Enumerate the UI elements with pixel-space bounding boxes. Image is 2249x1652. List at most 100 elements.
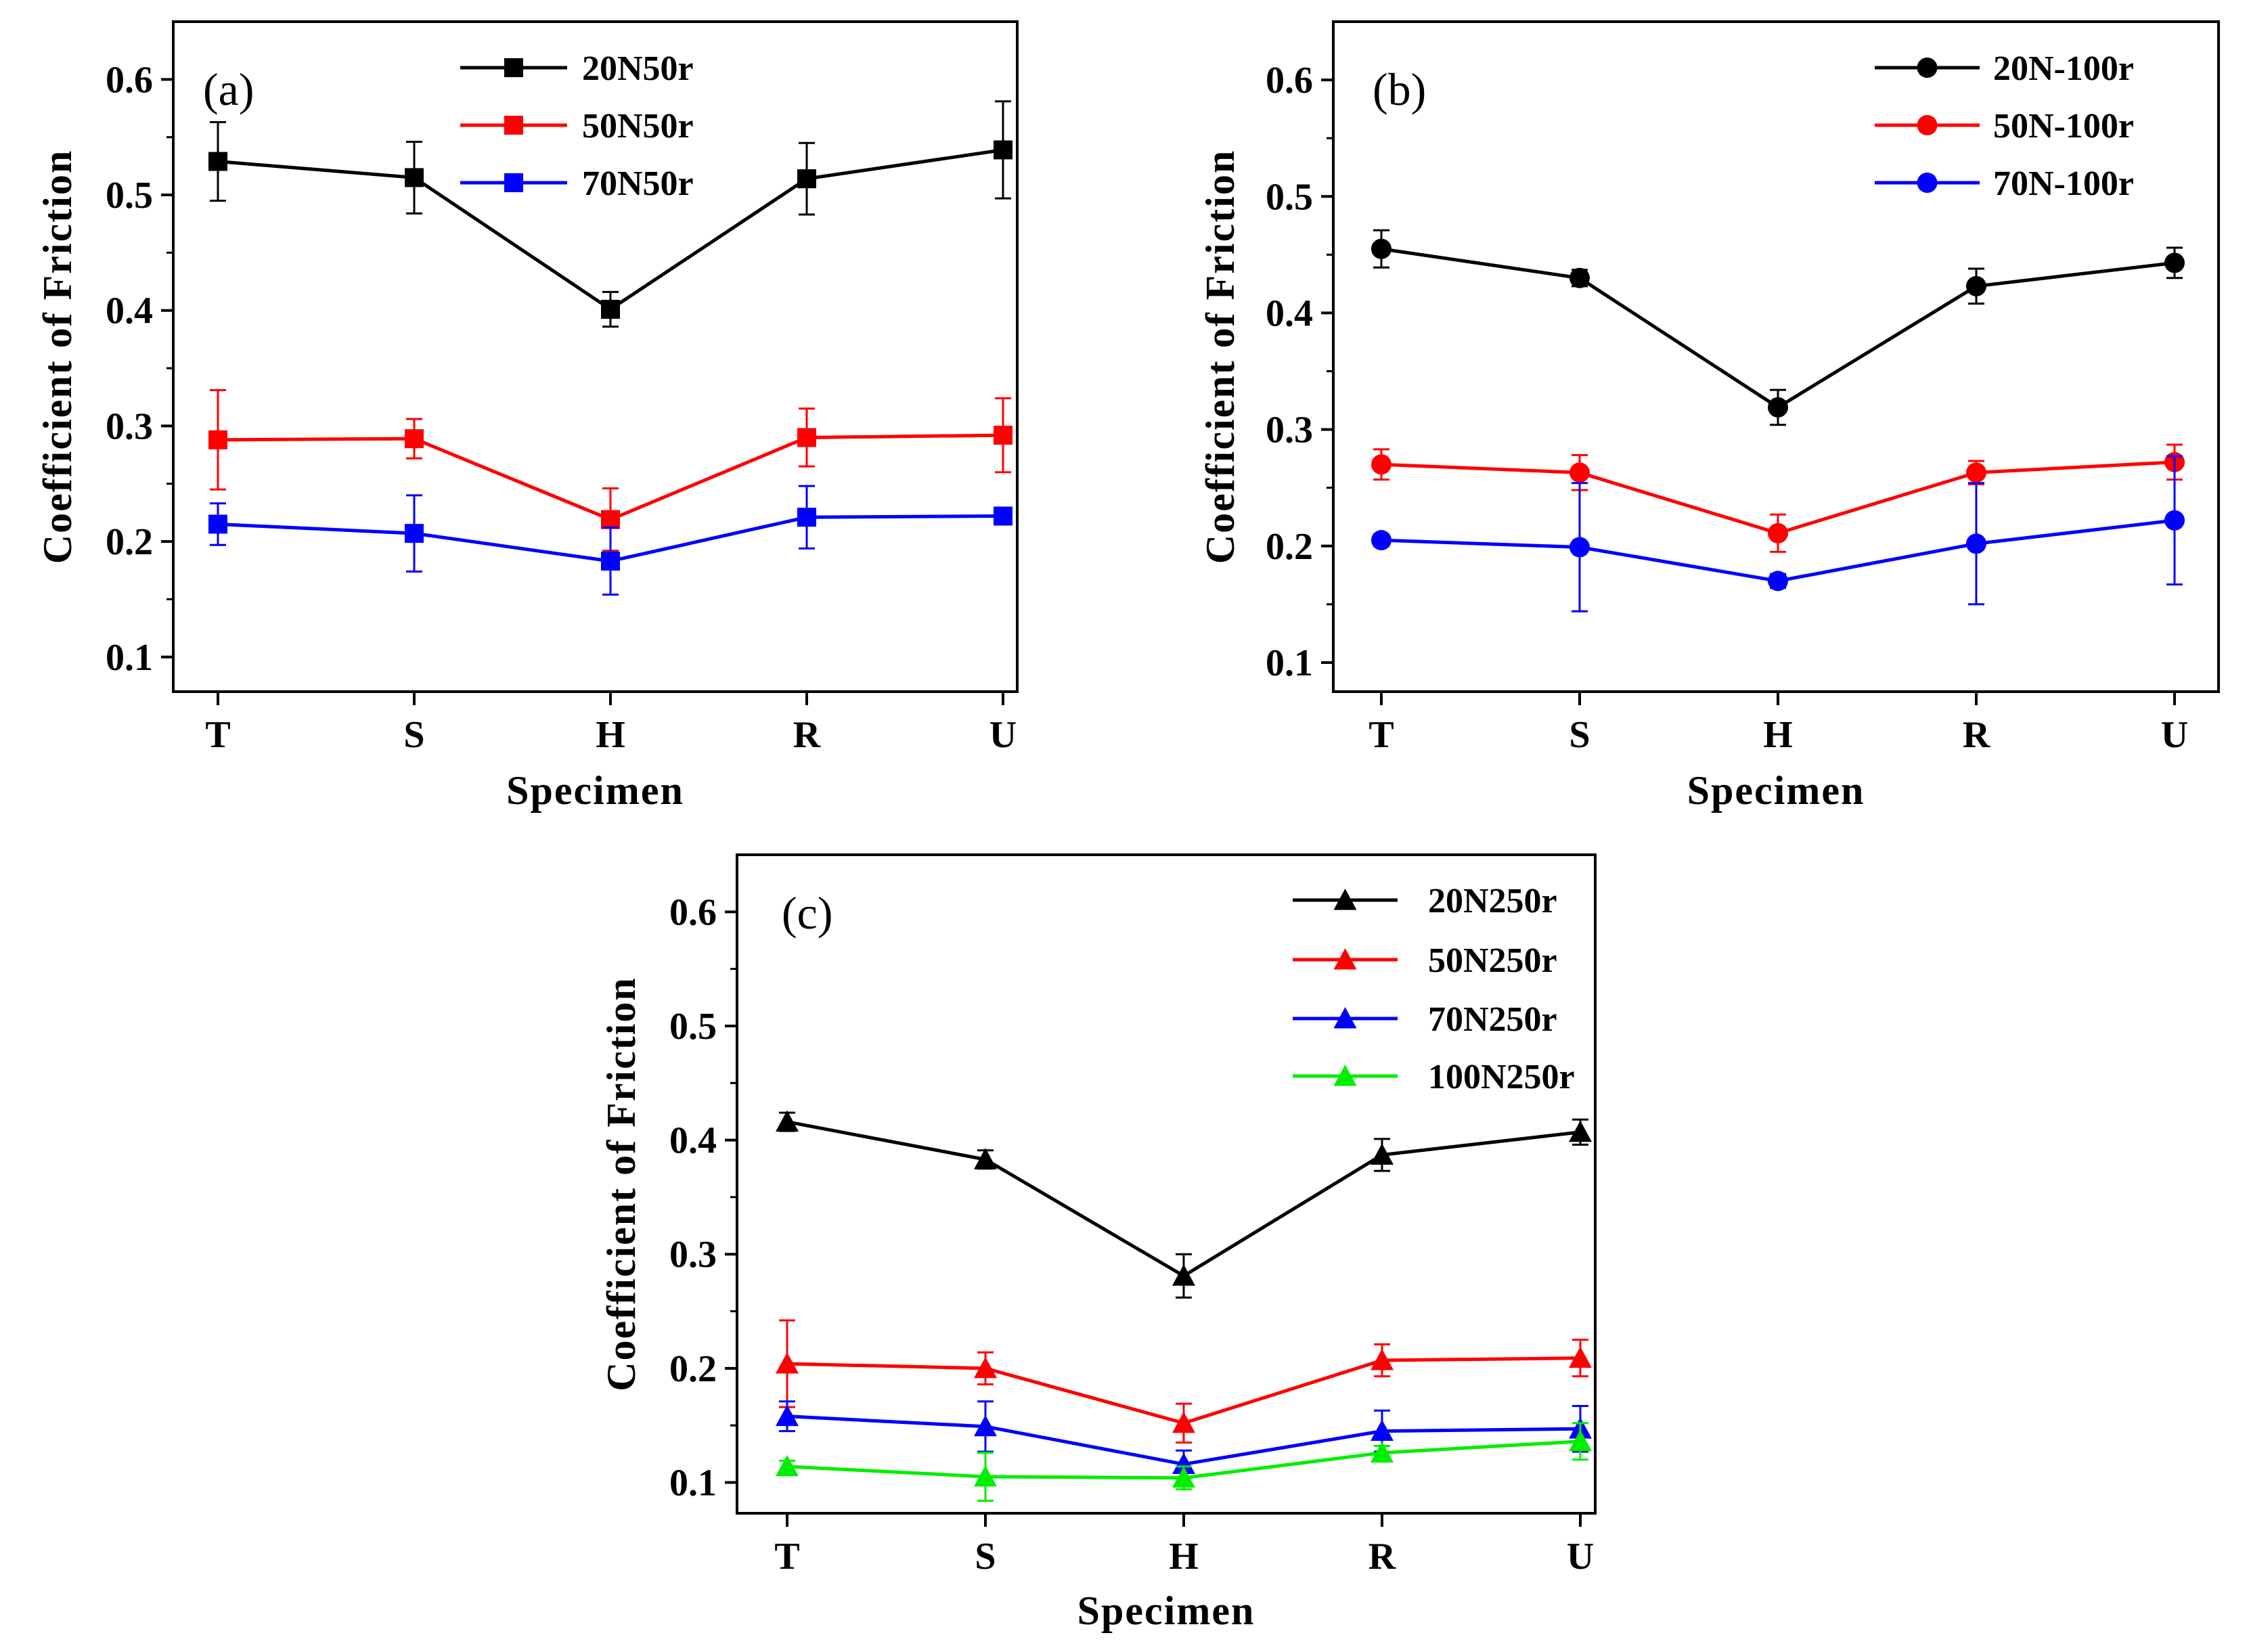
series-100N250r bbox=[776, 1422, 1592, 1502]
x-tick-label: T bbox=[1368, 714, 1394, 756]
data-point bbox=[1371, 238, 1391, 259]
series-line bbox=[1381, 247, 2175, 409]
data-point bbox=[1966, 533, 1986, 554]
data-point bbox=[1569, 1429, 1592, 1452]
data-point bbox=[601, 300, 620, 319]
data-point bbox=[208, 514, 227, 534]
x-tick-label: U bbox=[989, 714, 1017, 756]
data-point bbox=[1371, 530, 1391, 551]
legend-label: 50N250r bbox=[1428, 941, 1557, 980]
x-tick-label: T bbox=[205, 714, 230, 756]
y-tick-label: 0.6 bbox=[106, 59, 153, 101]
series-70N50r bbox=[208, 485, 1012, 596]
x-tick-label: U bbox=[1567, 1536, 1594, 1578]
x-tick-label: T bbox=[774, 1536, 799, 1578]
x-tick-label: S bbox=[1569, 714, 1590, 756]
y-tick-label: 0.4 bbox=[669, 1120, 717, 1162]
data-point bbox=[974, 1148, 997, 1169]
y-tick-label: 0.4 bbox=[1266, 292, 1313, 334]
data-point bbox=[1172, 1411, 1195, 1433]
data-point bbox=[776, 1454, 799, 1477]
panel-label: (c) bbox=[782, 887, 832, 939]
data-point bbox=[974, 1465, 997, 1487]
legend-label: 70N-100r bbox=[1993, 164, 2134, 203]
legend-swatch-marker bbox=[1333, 1065, 1357, 1086]
legend-swatch-marker bbox=[504, 173, 523, 192]
data-point bbox=[405, 429, 424, 449]
legend-swatch-marker bbox=[504, 116, 523, 135]
data-point bbox=[405, 168, 424, 187]
data-point bbox=[994, 426, 1012, 445]
data-point bbox=[1371, 454, 1391, 475]
data-point bbox=[1172, 1466, 1195, 1488]
legend-swatch-marker bbox=[1333, 948, 1357, 970]
y-axis-title: Coefficient of Friction bbox=[1198, 150, 1243, 564]
plot-frame bbox=[1332, 20, 2220, 693]
data-point bbox=[1569, 537, 1590, 558]
panel-label: (a) bbox=[203, 64, 254, 115]
x-tick-label: R bbox=[1963, 714, 1990, 756]
x-tick-label: U bbox=[2161, 714, 2188, 756]
data-point bbox=[1768, 522, 1788, 543]
legend-swatch-marker bbox=[1917, 58, 1938, 78]
y-tick-label: 0.3 bbox=[669, 1234, 717, 1276]
legend-label: 100N250r bbox=[1428, 1058, 1575, 1096]
y-tick-label: 0.1 bbox=[106, 637, 153, 679]
x-tick-label: S bbox=[403, 714, 424, 756]
chart-panel-a: 0.1 0.2 0.3 0.4 0.5 0.6 T S H R U Specimen Coefficie… bbox=[35, 20, 1019, 813]
data-point bbox=[1371, 1441, 1394, 1463]
x-axis-title: Specimen bbox=[1077, 1588, 1255, 1633]
legend-swatch-marker bbox=[1917, 173, 1938, 193]
data-point bbox=[1569, 267, 1590, 288]
y-axis-title: Coefficient of Friction bbox=[35, 150, 80, 564]
chart-panel-b: 0.1 0.2 0.3 0.4 0.5 0.6 T S H R U Specimen Coefficie… bbox=[1198, 20, 2220, 813]
data-point bbox=[1569, 1346, 1592, 1368]
data-point bbox=[1569, 1120, 1592, 1142]
data-point bbox=[1569, 462, 1590, 483]
series-50N-100r bbox=[1371, 443, 2185, 553]
x-tick-label: H bbox=[1763, 714, 1793, 756]
y-tick-label: 0.1 bbox=[669, 1462, 717, 1504]
data-point bbox=[601, 510, 620, 529]
x-tick-label: H bbox=[1169, 1536, 1199, 1578]
y-tick-label: 0.3 bbox=[1266, 409, 1313, 451]
y-tick-label: 0.4 bbox=[106, 290, 153, 332]
legend-swatch-marker bbox=[1333, 889, 1357, 910]
series-50N50r bbox=[208, 389, 1012, 552]
chart-panel-c: 0.1 0.2 0.3 0.4 0.5 0.6 T S H R U Specimen Coefficie… bbox=[599, 853, 1597, 1633]
data-point bbox=[1966, 275, 1986, 296]
data-point bbox=[776, 1352, 799, 1374]
y-tick-label: 0.2 bbox=[1266, 526, 1313, 568]
data-point bbox=[776, 1110, 799, 1132]
data-point bbox=[1172, 1452, 1195, 1474]
data-point bbox=[1768, 397, 1788, 418]
x-tick-label: R bbox=[1368, 1536, 1396, 1578]
plot-frame bbox=[172, 20, 1019, 693]
data-point bbox=[208, 152, 227, 171]
y-tick-label: 0.3 bbox=[106, 405, 153, 447]
y-tick-label: 0.2 bbox=[669, 1348, 717, 1390]
data-point bbox=[994, 506, 1012, 526]
data-point bbox=[2164, 252, 2185, 273]
data-point bbox=[601, 552, 620, 571]
data-point bbox=[974, 1414, 997, 1437]
legend-label: 20N250r bbox=[1428, 882, 1557, 920]
series-20N50r bbox=[208, 100, 1012, 328]
legend-label: 70N250r bbox=[1428, 1000, 1557, 1039]
data-point bbox=[208, 430, 227, 449]
data-point bbox=[974, 1356, 997, 1379]
legend-label: 50N-100r bbox=[1993, 107, 2134, 146]
data-point bbox=[1172, 1264, 1195, 1286]
data-point bbox=[1371, 1143, 1394, 1165]
legend-label: 50N50r bbox=[582, 107, 694, 146]
x-axis-title: Specimen bbox=[506, 768, 684, 813]
data-point bbox=[2164, 510, 2185, 531]
legend-label: 20N50r bbox=[582, 49, 694, 88]
data-point bbox=[405, 524, 424, 543]
data-point bbox=[797, 428, 816, 447]
series-20N-100r bbox=[1371, 229, 2185, 426]
legend-swatch-marker bbox=[1333, 1007, 1357, 1029]
y-tick-label: 0.6 bbox=[1266, 60, 1313, 102]
y-tick-label: 0.1 bbox=[1266, 642, 1313, 684]
